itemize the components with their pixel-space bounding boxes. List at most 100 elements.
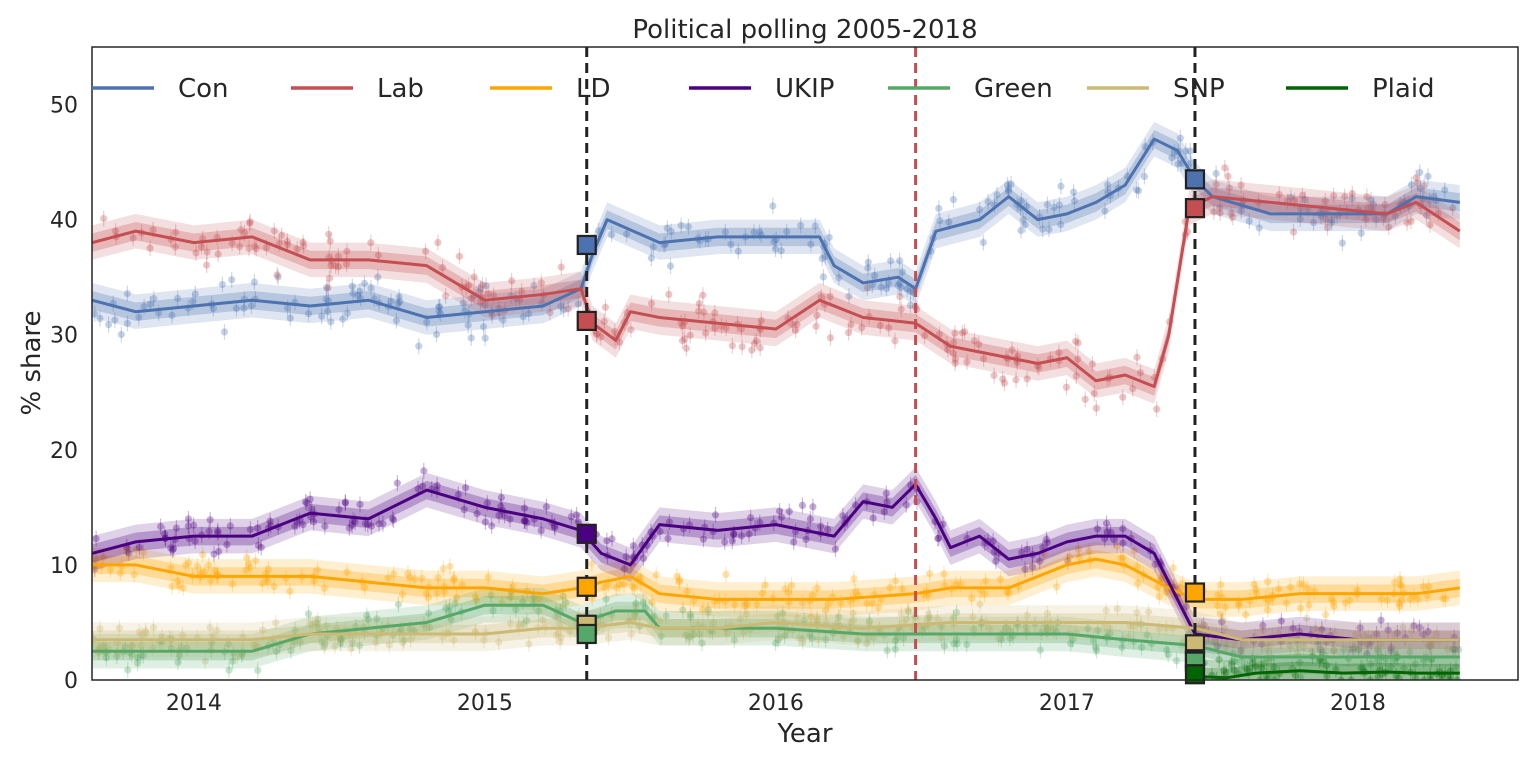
poll-point [396, 298, 404, 306]
poll-point [1363, 192, 1371, 201]
poll-point [481, 300, 489, 309]
poll-point [936, 217, 944, 225]
poll-point [1397, 581, 1405, 590]
poll-point [1021, 565, 1029, 573]
poll-point [1385, 223, 1393, 231]
poll-point [299, 520, 307, 529]
poll-point [891, 637, 900, 645]
poll-point [785, 588, 793, 596]
poll-point [757, 316, 765, 325]
poll-point [1449, 204, 1457, 212]
poll-point [1092, 404, 1100, 412]
poll-point [175, 652, 184, 660]
poll-point [699, 291, 707, 299]
poll-point [1093, 525, 1101, 533]
poll-point [1134, 187, 1143, 195]
poll-point [442, 292, 450, 300]
poll-point [926, 569, 934, 578]
poll-point [407, 635, 415, 644]
poll-point [847, 618, 855, 626]
poll-point [835, 613, 843, 621]
poll-point [197, 243, 206, 251]
poll-point [925, 614, 934, 622]
poll-point [205, 527, 213, 535]
poll-point [682, 344, 690, 352]
x-tick-label: 2016 [748, 691, 804, 716]
poll-point [1322, 661, 1331, 669]
poll-point [225, 666, 233, 674]
poll-point [1271, 676, 1279, 680]
poll-point [608, 535, 616, 543]
poll-point [1304, 584, 1312, 593]
poll-point [683, 587, 691, 595]
poll-point [1420, 182, 1428, 190]
poll-point [332, 262, 340, 270]
poll-point [291, 522, 299, 530]
poll-point [990, 371, 998, 380]
poll-point [213, 626, 221, 634]
poll-point [1253, 661, 1261, 669]
poll-point [1293, 649, 1302, 657]
poll-point [123, 548, 131, 556]
poll-point [447, 615, 455, 624]
poll-point [1452, 663, 1460, 671]
poll-point [835, 274, 843, 282]
poll-point [146, 244, 154, 252]
poll-point [664, 534, 672, 543]
poll-point [1451, 645, 1459, 654]
poll-point [341, 499, 349, 507]
poll-point [1455, 645, 1463, 654]
poll-point [385, 641, 393, 649]
poll-point [525, 310, 533, 318]
poll-point [1043, 609, 1052, 618]
poll-point [806, 630, 814, 638]
poll-point [1407, 181, 1416, 189]
poll-point [102, 654, 110, 662]
poll-point [779, 609, 787, 617]
poll-point [808, 634, 816, 642]
poll-point [611, 327, 619, 335]
poll-point [121, 643, 130, 651]
poll-point [753, 600, 761, 608]
poll-point [819, 273, 827, 281]
poll-point [557, 263, 565, 271]
poll-point [1263, 676, 1271, 680]
poll-point [897, 283, 905, 292]
result-markers-layer [576, 169, 1206, 685]
poll-point [1133, 353, 1141, 361]
poll-point [394, 299, 402, 308]
poll-point [1164, 650, 1172, 659]
poll-point [206, 623, 214, 632]
poll-point [200, 568, 208, 576]
poll-point [1129, 385, 1137, 393]
poll-point [728, 342, 736, 350]
poll-point [1092, 643, 1100, 652]
poll-point [850, 575, 858, 583]
poll-point [1134, 579, 1142, 587]
poll-point [452, 593, 461, 602]
poll-point [520, 517, 528, 525]
poll-point [306, 495, 314, 503]
poll-point [1035, 363, 1043, 372]
poll-point [1340, 192, 1349, 201]
poll-point [989, 537, 997, 545]
poll-point [232, 305, 241, 313]
poll-point [1090, 389, 1098, 398]
poll-point [826, 334, 835, 342]
poll-point [695, 630, 704, 638]
poll-point [488, 522, 496, 530]
poll-point [1138, 643, 1146, 652]
poll-point [880, 508, 888, 516]
poll-point [497, 493, 505, 502]
poll-point [160, 530, 169, 538]
poll-point [556, 638, 564, 646]
poll-point [184, 559, 193, 567]
poll-point [1317, 645, 1325, 653]
poll-point [775, 507, 784, 515]
poll-point [1351, 643, 1359, 652]
poll-point [1328, 218, 1336, 227]
x-axis-label: Year [776, 719, 832, 749]
poll-point [969, 613, 977, 621]
poll-point [1366, 676, 1374, 680]
poll-point [813, 614, 821, 623]
